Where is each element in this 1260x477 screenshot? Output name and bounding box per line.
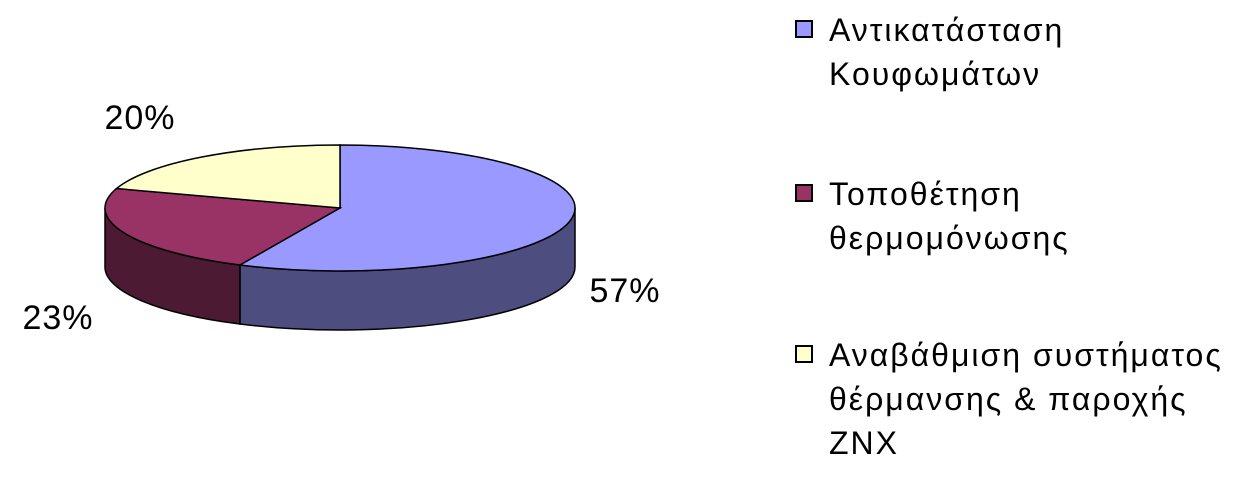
legend-swatch bbox=[795, 20, 813, 38]
slice bbox=[104, 187, 343, 266]
legend: Αντικατάσταση Κουφωμάτων Τοποθέτηση θερμο… bbox=[795, 0, 1260, 477]
legend-label: Τοποθέτηση θερμομόνωσης bbox=[829, 176, 1070, 256]
legend-label: Αναβάθμιση συστήματος θέρμανσης & παροχή… bbox=[829, 337, 1223, 461]
data-label: 23% bbox=[22, 299, 93, 337]
slice bbox=[114, 144, 341, 209]
legend-label: Αντικατάσταση Κουφωμάτων bbox=[829, 12, 1065, 92]
data-label: 20% bbox=[104, 99, 175, 137]
slice bbox=[237, 144, 576, 272]
legend-swatch bbox=[795, 184, 813, 202]
data-label: 57% bbox=[589, 272, 660, 310]
legend-swatch bbox=[795, 345, 813, 363]
chart: 57% 23% 20% bbox=[22, 99, 660, 337]
